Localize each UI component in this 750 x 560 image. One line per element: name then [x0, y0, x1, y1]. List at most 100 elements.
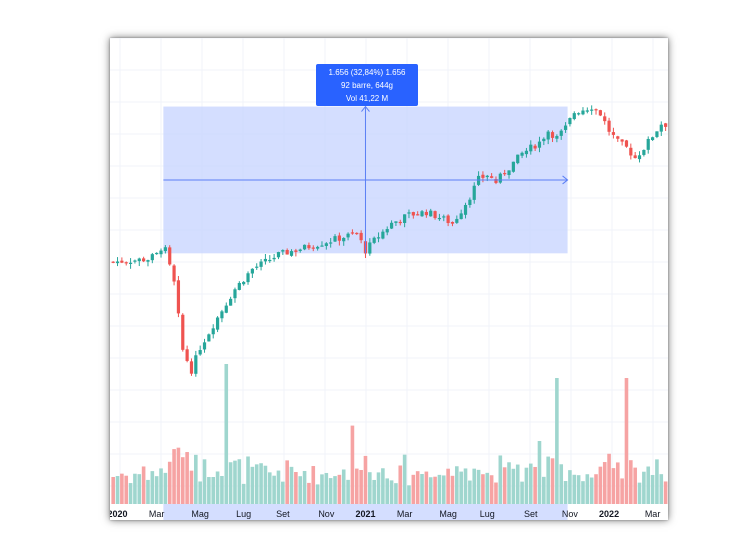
- candle-body: [490, 176, 494, 178]
- candle-body: [246, 273, 250, 283]
- candle-body: [298, 249, 302, 251]
- candle-body: [637, 155, 642, 160]
- candle-body: [437, 217, 442, 220]
- candle-body: [416, 214, 420, 216]
- volume-bar: [415, 471, 420, 504]
- volume-bar: [441, 475, 446, 504]
- tooltip-bars: 92 barre, 644g: [340, 81, 394, 90]
- volume-bar: [202, 459, 207, 504]
- volume-bar: [602, 462, 607, 504]
- volume-bar: [120, 473, 124, 504]
- volume-bar: [498, 455, 503, 504]
- candle-body: [398, 221, 402, 224]
- candle-body: [507, 170, 511, 175]
- candle-body: [229, 298, 233, 306]
- volume-bar: [511, 468, 516, 504]
- volume-bar: [381, 468, 385, 504]
- volume-bar: [589, 477, 594, 504]
- volume-bar: [433, 476, 437, 504]
- measure-arrow-right: [562, 175, 569, 185]
- candle-body: [446, 215, 450, 224]
- candle-body: [185, 349, 189, 361]
- candle-body: [302, 244, 307, 250]
- candle-body: [520, 152, 524, 156]
- candle-body: [233, 289, 237, 299]
- volume-bar: [485, 472, 490, 504]
- volume-bar: [476, 469, 481, 504]
- candle-body: [468, 199, 472, 205]
- candles: [111, 105, 668, 377]
- candle-body: [542, 138, 546, 142]
- volume-bar: [528, 463, 533, 504]
- volume-bar: [294, 472, 298, 504]
- candle-body: [163, 247, 167, 252]
- volume-bars: [111, 364, 668, 504]
- volume-bar: [163, 472, 168, 504]
- volume-bar: [572, 474, 577, 504]
- candle-body: [324, 243, 328, 246]
- volume-bar: [568, 470, 572, 504]
- candle-body: [189, 361, 194, 374]
- measure-tooltip: 1.656 (32,84%) 1.656 92 barre, 644g Vol …: [316, 64, 418, 106]
- candle-body: [215, 317, 220, 330]
- volume-bar: [598, 466, 603, 504]
- candle-body: [433, 211, 437, 219]
- volume-bar: [507, 462, 511, 504]
- candle-body: [585, 110, 589, 112]
- volume-bar: [459, 471, 463, 504]
- volume-bar: [468, 480, 472, 504]
- candle-body: [372, 237, 376, 243]
- volume-bar: [394, 483, 398, 504]
- candle-body: [194, 355, 198, 374]
- volume-bar: [150, 471, 155, 504]
- volume-bar: [133, 473, 137, 504]
- volume-bar: [650, 474, 655, 504]
- volume-bar: [159, 468, 163, 504]
- volume-bar: [272, 475, 276, 504]
- candle-body: [172, 265, 176, 282]
- volume-bar: [407, 485, 411, 504]
- x-tick-label: Mar: [149, 509, 165, 519]
- volume-bar: [424, 471, 429, 504]
- candle-body: [459, 213, 463, 220]
- candle-body: [202, 342, 207, 350]
- volume-bar: [154, 476, 159, 504]
- volume-bar: [359, 469, 363, 504]
- measure-arrow-up: [361, 105, 370, 112]
- candle-body: [550, 132, 555, 138]
- volume-bar: [642, 471, 646, 504]
- volume-bar: [515, 464, 520, 504]
- volume-bar: [246, 456, 250, 504]
- volume-bar: [350, 425, 355, 504]
- candle-body: [655, 131, 659, 137]
- candle-body: [511, 161, 515, 172]
- x-tick-label: Mag: [439, 509, 457, 519]
- volume-bar: [276, 470, 281, 504]
- volume-bar: [311, 466, 316, 504]
- volume-bar: [620, 478, 624, 504]
- candle-body: [289, 251, 294, 256]
- volume-bar: [376, 472, 381, 504]
- volume-bar: [385, 478, 390, 504]
- candle-body: [546, 131, 550, 140]
- candle-body: [590, 109, 594, 111]
- candle-body: [337, 235, 341, 241]
- volume-bar: [241, 483, 246, 504]
- candle-body: [255, 266, 259, 268]
- candle-body: [133, 260, 137, 262]
- candle-body: [646, 138, 650, 150]
- volume-bar: [428, 477, 433, 504]
- volume-bar: [194, 454, 198, 504]
- candle-body: [281, 250, 285, 252]
- volume-bar: [368, 472, 372, 504]
- volume-bar: [172, 449, 176, 504]
- volume-bar: [254, 464, 259, 504]
- volume-bar: [320, 474, 324, 504]
- candle-body: [429, 210, 433, 217]
- volume-bar: [546, 456, 550, 504]
- candlestick-chart[interactable]: 2020 Mar Mag Lug Set Nov 2021 Mar Mag Lug Set Nov 20…: [110, 38, 668, 520]
- candle-body: [276, 252, 281, 258]
- candle-body: [263, 258, 268, 262]
- volume-bar: [354, 468, 359, 504]
- volume-bar: [237, 459, 242, 504]
